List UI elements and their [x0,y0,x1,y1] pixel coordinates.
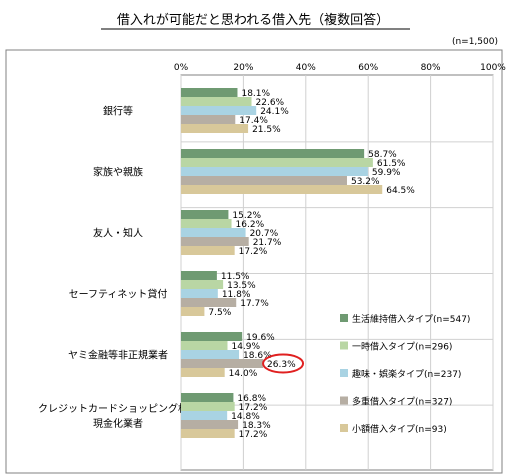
chart-title: 借入れが可能だと思われる借入先（複数回答） [117,12,389,28]
highlight-ellipse [262,353,305,374]
bar [181,124,249,133]
data-label: 64.5% [386,186,415,196]
bar [181,393,234,402]
category-label: クレジットカードショッピング枠の [38,402,198,415]
legend-label: 趣味・娯楽タイプ(n=237) [352,368,461,380]
data-label: 20.7% [250,229,279,239]
data-label: 11.5% [221,272,250,282]
bar [181,158,373,167]
x-tick-label: 40% [296,63,316,73]
category-label: 家族や親族 [93,166,143,179]
bar [181,411,228,420]
data-label: 17.2% [239,247,268,257]
data-label: 24.1% [260,107,289,117]
legend-label: 生活維持借入タイプ(n=547) [352,313,470,325]
data-label: 19.6% [246,333,275,343]
legend-swatch [340,396,348,405]
bar [181,402,235,411]
bar [181,350,240,359]
bars [181,88,383,438]
data-label: 61.5% [377,159,406,169]
data-label: 21.5% [252,125,281,135]
bar [181,237,249,246]
data-label: 16.8% [237,394,266,404]
bar [181,219,232,228]
x-tick-label: 60% [358,63,378,73]
highlight-callout [262,353,305,374]
category-labels: 銀行等家族や親族友人・知人セーフティネット貸付ヤミ金融等非正規業者クレジットカー… [38,105,198,431]
bar [181,298,237,307]
x-tick-label: 20% [233,63,253,73]
data-label: 11.8% [222,290,251,300]
bar [181,420,239,429]
data-label: 53.2% [351,177,380,187]
data-label: 22.6% [256,98,285,108]
data-labels: 18.1% 58.7% 15.2% 11.5% 19.6% 16.8% 22.6% 61.5%… [208,89,415,440]
legend-label: 小額借入タイプ(n=93) [352,423,447,435]
category-label: セーフティネット貸付 [69,288,168,301]
bar [181,149,365,158]
data-label: 17.2% [239,403,268,413]
bar [181,88,238,97]
legend: 生活維持借入タイプ(n=547) 一時借入タイプ(n=296) 趣味・娯楽タイプ(n… [340,313,470,435]
bar [181,97,252,106]
data-label: 17.7% [240,299,269,309]
x-tick-labels: 0% 20% 40% 60% 80% 100% [174,63,506,73]
bar [181,368,225,377]
data-label: 17.2% [239,430,268,440]
data-label: 21.7% [253,238,282,248]
legend-swatch [340,341,348,350]
bar [181,185,383,194]
category-label: 友人・知人 [93,227,143,240]
data-label: 59.9% [372,168,401,178]
legend-label: 一時借入タイプ(n=296) [352,341,452,353]
data-label: 58.7% [368,150,397,160]
data-label: 13.5% [227,281,256,291]
bar [181,228,246,237]
category-label: ヤミ金融等非正規業者 [68,349,168,362]
bar [181,210,229,219]
data-label: 14.8% [231,412,260,422]
bar [181,332,243,341]
x-tick-label: 100% [480,63,506,73]
data-label: 18.3% [242,421,271,431]
bar [181,289,218,298]
data-label: 15.2% [232,211,261,221]
bar [181,280,224,289]
x-tick-label: 0% [174,63,189,73]
legend-swatch [340,314,348,322]
legend-swatch [340,424,348,432]
data-label: 16.2% [236,220,265,230]
category-label: 銀行等 [103,105,133,118]
data-label: 18.6% [243,351,272,361]
data-label: 17.4% [239,116,268,126]
bar [181,429,235,438]
legend-label: 多重借入タイプ(n=327) [352,396,452,408]
legend-swatch [340,369,348,377]
data-label: 18.1% [241,89,270,99]
bar [181,271,217,280]
bar [181,167,368,176]
x-tick-label: 80% [421,63,441,73]
bar [181,359,264,368]
bar [181,307,205,316]
data-label: 14.9% [231,342,260,352]
bar [181,106,257,115]
chart-frame [5,49,503,474]
bar [181,341,228,350]
data-label: 26.3% [267,360,296,370]
category-label: 現金化業者 [93,417,143,430]
bar [181,176,347,185]
sample-size-note: (n=1,500) [452,37,498,47]
data-label: 7.5% [208,308,231,318]
bar [181,246,235,255]
data-label: 14.0% [229,369,258,379]
bar [181,115,236,124]
